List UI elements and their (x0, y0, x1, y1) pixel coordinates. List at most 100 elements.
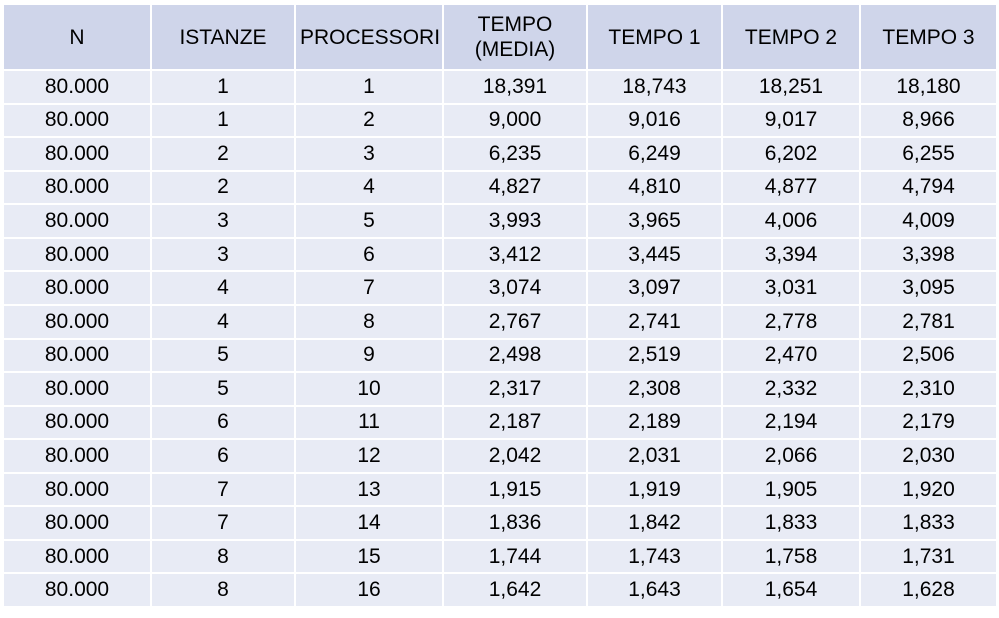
cell-processori: 14 (296, 507, 442, 539)
cell-tempo-3: 4,794 (861, 171, 996, 204)
cell-tempo-2: 1,905 (723, 473, 859, 506)
cell-tempo-3: 2,781 (861, 305, 996, 338)
cell-tempo-2: 1,758 (723, 540, 859, 573)
cell-processori: 8 (296, 305, 442, 338)
cell-tempo-1: 6,249 (588, 138, 721, 170)
table-row: 80.000 2 3 6,235 6,249 6,202 6,255 (4, 138, 996, 170)
table-header: N ISTANZE PROCESSORI TEMPO (MEDIA) TEMPO 1 TE… (4, 5, 996, 69)
cell-tempo-2: 2,332 (723, 373, 859, 405)
cell-tempo-3: 3,398 (861, 238, 996, 271)
col-header-processori: PROCESSORI (296, 5, 442, 69)
results-table: N ISTANZE PROCESSORI TEMPO (MEDIA) TEMPO 1 TE… (2, 3, 998, 608)
cell-processori: 4 (296, 171, 442, 204)
cell-processori: 15 (296, 540, 442, 573)
table-row: 80.000 3 5 3,993 3,965 4,006 4,009 (4, 205, 996, 237)
cell-tempo-2: 4,006 (723, 205, 859, 237)
cell-processori: 6 (296, 238, 442, 271)
cell-tempo-media: 2,042 (444, 440, 586, 472)
cell-tempo-media: 9,000 (444, 104, 586, 137)
cell-n: 80.000 (4, 71, 150, 103)
table-row: 80.000 3 6 3,412 3,445 3,394 3,398 (4, 238, 996, 271)
cell-n: 80.000 (4, 238, 150, 271)
cell-istanze: 3 (152, 205, 294, 237)
cell-n: 80.000 (4, 574, 150, 606)
cell-processori: 11 (296, 406, 442, 439)
cell-n: 80.000 (4, 272, 150, 304)
cell-n: 80.000 (4, 540, 150, 573)
cell-tempo-1: 1,842 (588, 507, 721, 539)
cell-tempo-media: 3,412 (444, 238, 586, 271)
table-row: 80.000 2 4 4,827 4,810 4,877 4,794 (4, 171, 996, 204)
cell-istanze: 6 (152, 440, 294, 472)
cell-tempo-media: 3,074 (444, 272, 586, 304)
cell-processori: 7 (296, 272, 442, 304)
table-row: 80.000 8 16 1,642 1,643 1,654 1,628 (4, 574, 996, 606)
table-row: 80.000 8 15 1,744 1,743 1,758 1,731 (4, 540, 996, 573)
cell-tempo-media: 1,915 (444, 473, 586, 506)
cell-processori: 5 (296, 205, 442, 237)
cell-tempo-3: 1,731 (861, 540, 996, 573)
table-row: 80.000 5 9 2,498 2,519 2,470 2,506 (4, 339, 996, 372)
cell-tempo-3: 1,833 (861, 507, 996, 539)
cell-n: 80.000 (4, 339, 150, 372)
cell-tempo-media: 1,836 (444, 507, 586, 539)
cell-n: 80.000 (4, 205, 150, 237)
cell-istanze: 8 (152, 574, 294, 606)
cell-n: 80.000 (4, 440, 150, 472)
cell-tempo-3: 6,255 (861, 138, 996, 170)
table-body: 80.000 1 1 18,391 18,743 18,251 18,180 80.000 1 2… (4, 71, 996, 606)
cell-tempo-media: 2,317 (444, 373, 586, 405)
table-row: 80.000 7 13 1,915 1,919 1,905 1,920 (4, 473, 996, 506)
cell-istanze: 5 (152, 339, 294, 372)
cell-tempo-1: 3,965 (588, 205, 721, 237)
col-header-tempo-2: TEMPO 2 (723, 5, 859, 69)
cell-istanze: 1 (152, 71, 294, 103)
cell-tempo-media: 3,993 (444, 205, 586, 237)
cell-tempo-media: 1,744 (444, 540, 586, 573)
col-header-n: N (4, 5, 150, 69)
cell-tempo-2: 2,066 (723, 440, 859, 472)
cell-tempo-1: 1,919 (588, 473, 721, 506)
cell-tempo-3: 18,180 (861, 71, 996, 103)
cell-tempo-1: 2,519 (588, 339, 721, 372)
cell-tempo-3: 2,179 (861, 406, 996, 439)
cell-n: 80.000 (4, 138, 150, 170)
cell-n: 80.000 (4, 507, 150, 539)
cell-tempo-2: 2,470 (723, 339, 859, 372)
cell-tempo-media: 2,187 (444, 406, 586, 439)
cell-istanze: 8 (152, 540, 294, 573)
table-row: 80.000 1 2 9,000 9,016 9,017 8,966 (4, 104, 996, 137)
results-table-container: N ISTANZE PROCESSORI TEMPO (MEDIA) TEMPO 1 TE… (2, 3, 997, 608)
cell-istanze: 1 (152, 104, 294, 137)
cell-tempo-2: 3,394 (723, 238, 859, 271)
cell-tempo-media: 1,642 (444, 574, 586, 606)
table-row: 80.000 5 10 2,317 2,308 2,332 2,310 (4, 373, 996, 405)
cell-tempo-1: 1,643 (588, 574, 721, 606)
cell-tempo-2: 18,251 (723, 71, 859, 103)
cell-tempo-1: 2,308 (588, 373, 721, 405)
cell-tempo-1: 4,810 (588, 171, 721, 204)
cell-istanze: 3 (152, 238, 294, 271)
cell-tempo-3: 2,506 (861, 339, 996, 372)
cell-tempo-1: 9,016 (588, 104, 721, 137)
cell-tempo-2: 2,778 (723, 305, 859, 338)
cell-tempo-2: 2,194 (723, 406, 859, 439)
cell-processori: 10 (296, 373, 442, 405)
cell-tempo-1: 3,445 (588, 238, 721, 271)
cell-istanze: 4 (152, 272, 294, 304)
cell-processori: 3 (296, 138, 442, 170)
cell-n: 80.000 (4, 171, 150, 204)
header-row: N ISTANZE PROCESSORI TEMPO (MEDIA) TEMPO 1 TE… (4, 5, 996, 69)
table-row: 80.000 7 14 1,836 1,842 1,833 1,833 (4, 507, 996, 539)
cell-tempo-media: 4,827 (444, 171, 586, 204)
cell-n: 80.000 (4, 406, 150, 439)
table-row: 80.000 6 12 2,042 2,031 2,066 2,030 (4, 440, 996, 472)
cell-processori: 9 (296, 339, 442, 372)
cell-tempo-3: 3,095 (861, 272, 996, 304)
cell-istanze: 7 (152, 507, 294, 539)
cell-processori: 13 (296, 473, 442, 506)
cell-tempo-2: 9,017 (723, 104, 859, 137)
cell-tempo-1: 2,031 (588, 440, 721, 472)
cell-n: 80.000 (4, 473, 150, 506)
cell-processori: 2 (296, 104, 442, 137)
